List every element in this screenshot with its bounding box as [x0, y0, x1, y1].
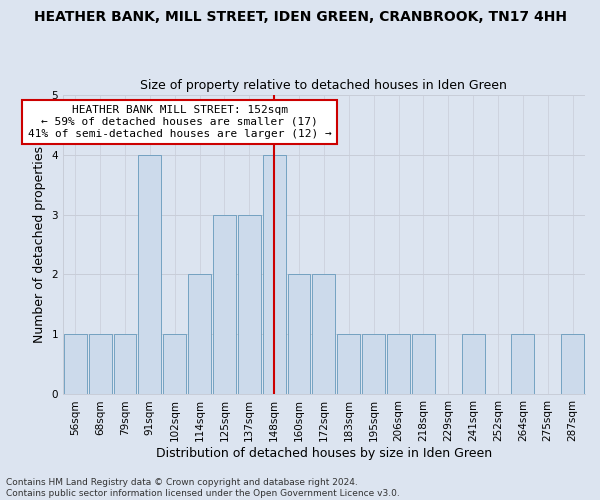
Bar [287, 274, 310, 394]
Bar [139, 154, 161, 394]
Text: Contains HM Land Registry data © Crown copyright and database right 2024.
Contai: Contains HM Land Registry data © Crown c… [6, 478, 400, 498]
Text: HEATHER BANK, MILL STREET, IDEN GREEN, CRANBROOK, TN17 4HH: HEATHER BANK, MILL STREET, IDEN GREEN, C… [34, 10, 566, 24]
Bar [561, 334, 584, 394]
Bar [113, 334, 136, 394]
Bar [263, 154, 286, 394]
Y-axis label: Number of detached properties: Number of detached properties [33, 146, 46, 343]
Bar [412, 334, 435, 394]
Bar [89, 334, 112, 394]
Bar [64, 334, 86, 394]
Title: Size of property relative to detached houses in Iden Green: Size of property relative to detached ho… [140, 79, 508, 92]
Text: HEATHER BANK MILL STREET: 152sqm
← 59% of detached houses are smaller (17)
41% o: HEATHER BANK MILL STREET: 152sqm ← 59% o… [28, 106, 332, 138]
Bar [387, 334, 410, 394]
X-axis label: Distribution of detached houses by size in Iden Green: Distribution of detached houses by size … [156, 447, 492, 460]
Bar [313, 274, 335, 394]
Bar [238, 214, 261, 394]
Bar [163, 334, 186, 394]
Bar [461, 334, 485, 394]
Bar [511, 334, 534, 394]
Bar [362, 334, 385, 394]
Bar [337, 334, 360, 394]
Bar [213, 214, 236, 394]
Bar [188, 274, 211, 394]
